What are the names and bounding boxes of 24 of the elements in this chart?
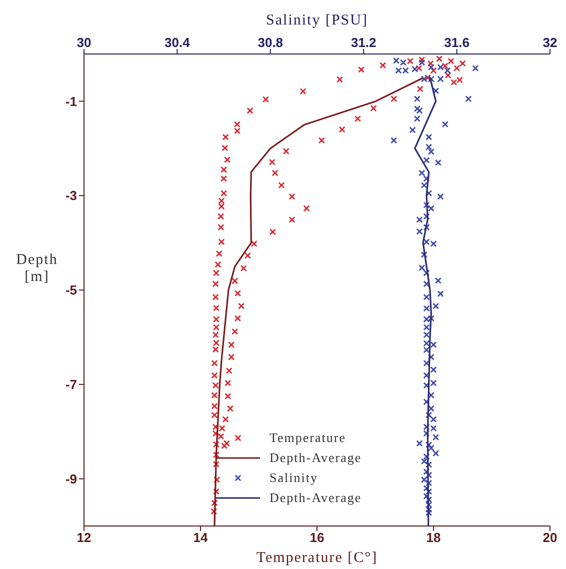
x2-tick-label: 30 bbox=[76, 35, 92, 50]
x2-axis-title: Salinity [PSU] bbox=[266, 12, 368, 29]
x-tick-label: 12 bbox=[76, 530, 92, 546]
legend-label: Depth-Average bbox=[270, 449, 362, 467]
x-tick-label: 18 bbox=[426, 530, 441, 546]
y-tick-label: -7 bbox=[65, 377, 77, 392]
y-tick-label: -5 bbox=[65, 282, 77, 298]
legend-label: Temperature bbox=[270, 429, 346, 447]
y-tick-label: -9 bbox=[65, 471, 77, 486]
y-tick-label: -3 bbox=[65, 188, 77, 204]
x2-tick-label: 30.4 bbox=[164, 35, 191, 50]
line-series bbox=[214, 76, 424, 526]
y-tick-label: -1 bbox=[65, 94, 77, 109]
x2-tick-label: 30.8 bbox=[258, 35, 284, 50]
x-tick-label: 20 bbox=[542, 530, 558, 546]
x-axis-title: Temperature [C°] bbox=[256, 550, 378, 566]
x-tick-label: 14 bbox=[193, 530, 208, 546]
legend-label: Salinity bbox=[270, 469, 318, 487]
y-axis-title: Depth [m] bbox=[15, 252, 59, 286]
legend-label: Depth-Average bbox=[270, 489, 362, 507]
x2-tick-label: 32 bbox=[542, 35, 558, 50]
x2-tick-label: 31.6 bbox=[444, 35, 470, 50]
x2-tick-label: 31.2 bbox=[350, 35, 376, 50]
x-tick-label: 16 bbox=[310, 530, 324, 546]
